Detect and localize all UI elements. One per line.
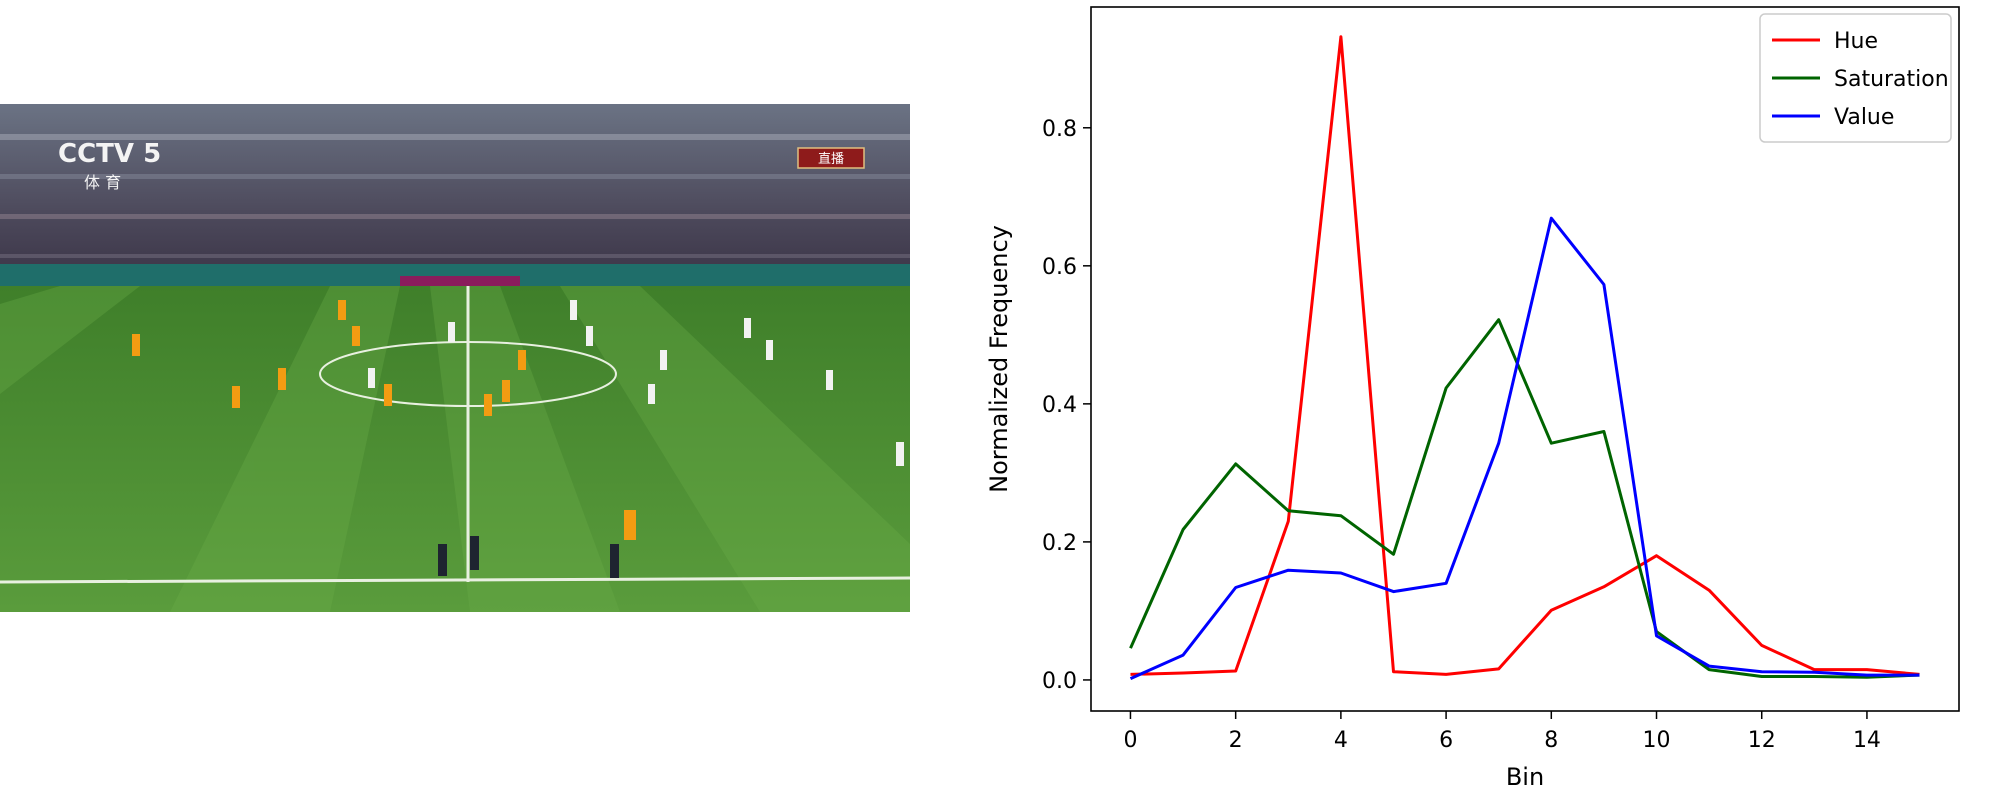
officials	[438, 536, 619, 578]
series-line-saturation	[1129, 318, 1920, 679]
x-tick-label: 10	[1643, 728, 1671, 753]
x-tick-label: 2	[1229, 728, 1243, 753]
x-tick-label: 4	[1334, 728, 1348, 753]
tournament-board	[400, 276, 520, 288]
broadcaster-logo-text: CCTV 5	[58, 139, 161, 169]
x-tick-label: 0	[1123, 728, 1137, 753]
legend-label: Value	[1834, 105, 1894, 130]
centre-circle	[319, 341, 617, 407]
advertising-board	[0, 264, 910, 286]
x-tick-label: 12	[1748, 728, 1776, 753]
stadium-stands	[0, 104, 910, 284]
y-tick-label: 0.8	[1042, 117, 1077, 142]
y-axis-label: Normalized Frequency	[985, 225, 1013, 493]
legend-label: Hue	[1834, 29, 1878, 54]
live-badge: 直播	[797, 147, 865, 169]
x-tick-label: 14	[1853, 728, 1881, 753]
players-team-a	[132, 300, 636, 540]
legend-label: Saturation	[1834, 67, 1949, 92]
y-tick-label: 0.6	[1042, 255, 1077, 280]
players-team-b	[368, 300, 904, 466]
touchline	[0, 576, 910, 584]
pitch-stripes	[0, 286, 910, 612]
y-axis-ticks: 0.0 0.2 0.4 0.6 0.8	[1042, 117, 1091, 694]
x-axis-label: Bin	[1506, 763, 1544, 791]
legend: Hue Saturation Value	[1759, 13, 1952, 143]
y-tick-label: 0.4	[1042, 393, 1077, 418]
hsv-histogram-chart: 0.0 0.2 0.4 0.6 0.8 0 2 4 6 8 10 12 14 Bin Normaliz…	[985, 6, 1960, 791]
crowd-texture	[0, 134, 910, 258]
x-tick-label: 8	[1544, 728, 1558, 753]
y-tick-label: 0.0	[1042, 669, 1077, 694]
y-tick-label: 0.2	[1042, 531, 1077, 556]
x-axis-ticks: 0 2 4 6 8 10 12 14	[1123, 711, 1881, 753]
broadcaster-sub-text: 体 育	[84, 173, 121, 192]
series-line-value	[1129, 216, 1920, 680]
x-tick-label: 6	[1439, 728, 1453, 753]
series-lines	[1129, 35, 1920, 680]
match-photo: CCTV 5 体 育 直播	[0, 104, 910, 612]
series-line-hue	[1130, 35, 1920, 676]
broadcaster-logo: CCTV 5 体 育	[58, 139, 161, 192]
live-badge-text: 直播	[818, 152, 844, 167]
